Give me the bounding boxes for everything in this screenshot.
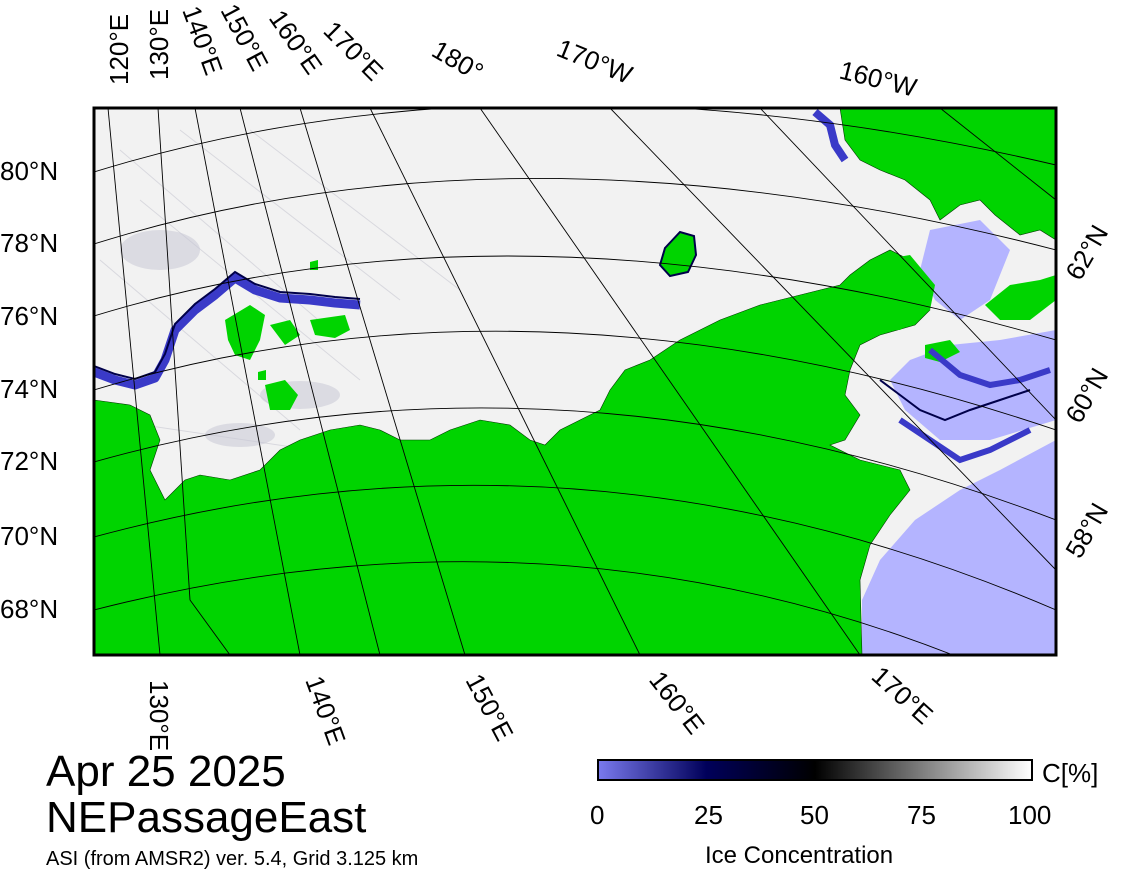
lat-label-80n: 80°N — [0, 156, 58, 186]
lat-label-70n: 70°N — [0, 521, 58, 551]
bottom-lon-labels: 130°E 140°E 150°E 160°E 170°E — [144, 660, 939, 751]
lon-label-160w: 160°W — [837, 55, 921, 103]
left-lat-labels: 80°N 78°N 76°N 74°N 72°N 70°N 68°N — [0, 156, 58, 624]
lat-label-68n: 68°N — [0, 594, 58, 624]
lon-label-170e: 170°E — [318, 15, 390, 87]
lon-label-bottom-150e: 150°E — [460, 669, 520, 746]
ice-edge-bering — [898, 347, 1051, 464]
lon-label-bottom-160e: 160°E — [643, 665, 710, 740]
open-water-bering — [862, 440, 1056, 655]
credit-label: ASI (from AMSR2) ver. 5.4, Grid 3.125 km — [46, 848, 419, 870]
lat-label-72n: 72°N — [0, 446, 58, 476]
colorbar-tick-50: 50 — [800, 800, 829, 830]
colorbar-tick-0: 0 — [590, 800, 605, 830]
land-siberia — [94, 249, 931, 655]
lat-label-58n: 58°N — [1059, 498, 1114, 563]
graticule — [94, 108, 1056, 655]
ice-edge-bering-dark — [879, 379, 1031, 422]
lon-label-170w: 170°W — [553, 33, 637, 90]
colorbar-tick-75: 75 — [907, 800, 936, 830]
lon-label-120e: 120°E — [104, 14, 134, 85]
ice-edge-laptev — [94, 273, 361, 390]
land-alaska-west — [985, 275, 1056, 320]
top-lon-labels: 120°E 130°E 140°E 150°E 160°E 170°E 180°… — [104, 0, 920, 103]
land-alaska — [839, 108, 1056, 241]
colorbar-tick-25: 25 — [694, 800, 723, 830]
region-label: NEPassageEast — [46, 793, 367, 842]
lat-label-74n: 74°N — [0, 374, 58, 404]
lon-label-160e: 160°E — [263, 4, 328, 79]
land-new-siberian-islands — [225, 305, 350, 360]
colorbar-title: Ice Concentration — [705, 842, 894, 869]
colorbar-tick-100: 100 — [1008, 800, 1052, 830]
colorbar-unit: C[%] — [1042, 758, 1099, 788]
lon-label-bottom-130e: 130°E — [144, 680, 174, 751]
lon-label-bottom-140e: 140°E — [299, 672, 352, 749]
lat-label-62n: 62°N — [1059, 220, 1114, 285]
ice-edge-alaska-north — [812, 108, 849, 163]
lat-label-78n: 78°N — [0, 228, 58, 258]
date-label: Apr 25 2025 — [46, 747, 286, 796]
land-chukotka — [840, 255, 935, 330]
lon-label-bottom-170e: 170°E — [866, 660, 939, 730]
lat-label-76n: 76°N — [0, 301, 58, 331]
lat-label-60n: 60°N — [1059, 363, 1114, 428]
open-water-chukchi — [920, 220, 1010, 320]
map-frame — [92, 106, 1058, 657]
lon-label-130e: 130°E — [144, 9, 174, 80]
land-wrangel-island — [658, 230, 698, 278]
lon-label-180: 180° — [427, 34, 489, 87]
right-lat-labels: 62°N 60°N 58°N — [1059, 220, 1114, 563]
colorbar — [597, 759, 1033, 781]
